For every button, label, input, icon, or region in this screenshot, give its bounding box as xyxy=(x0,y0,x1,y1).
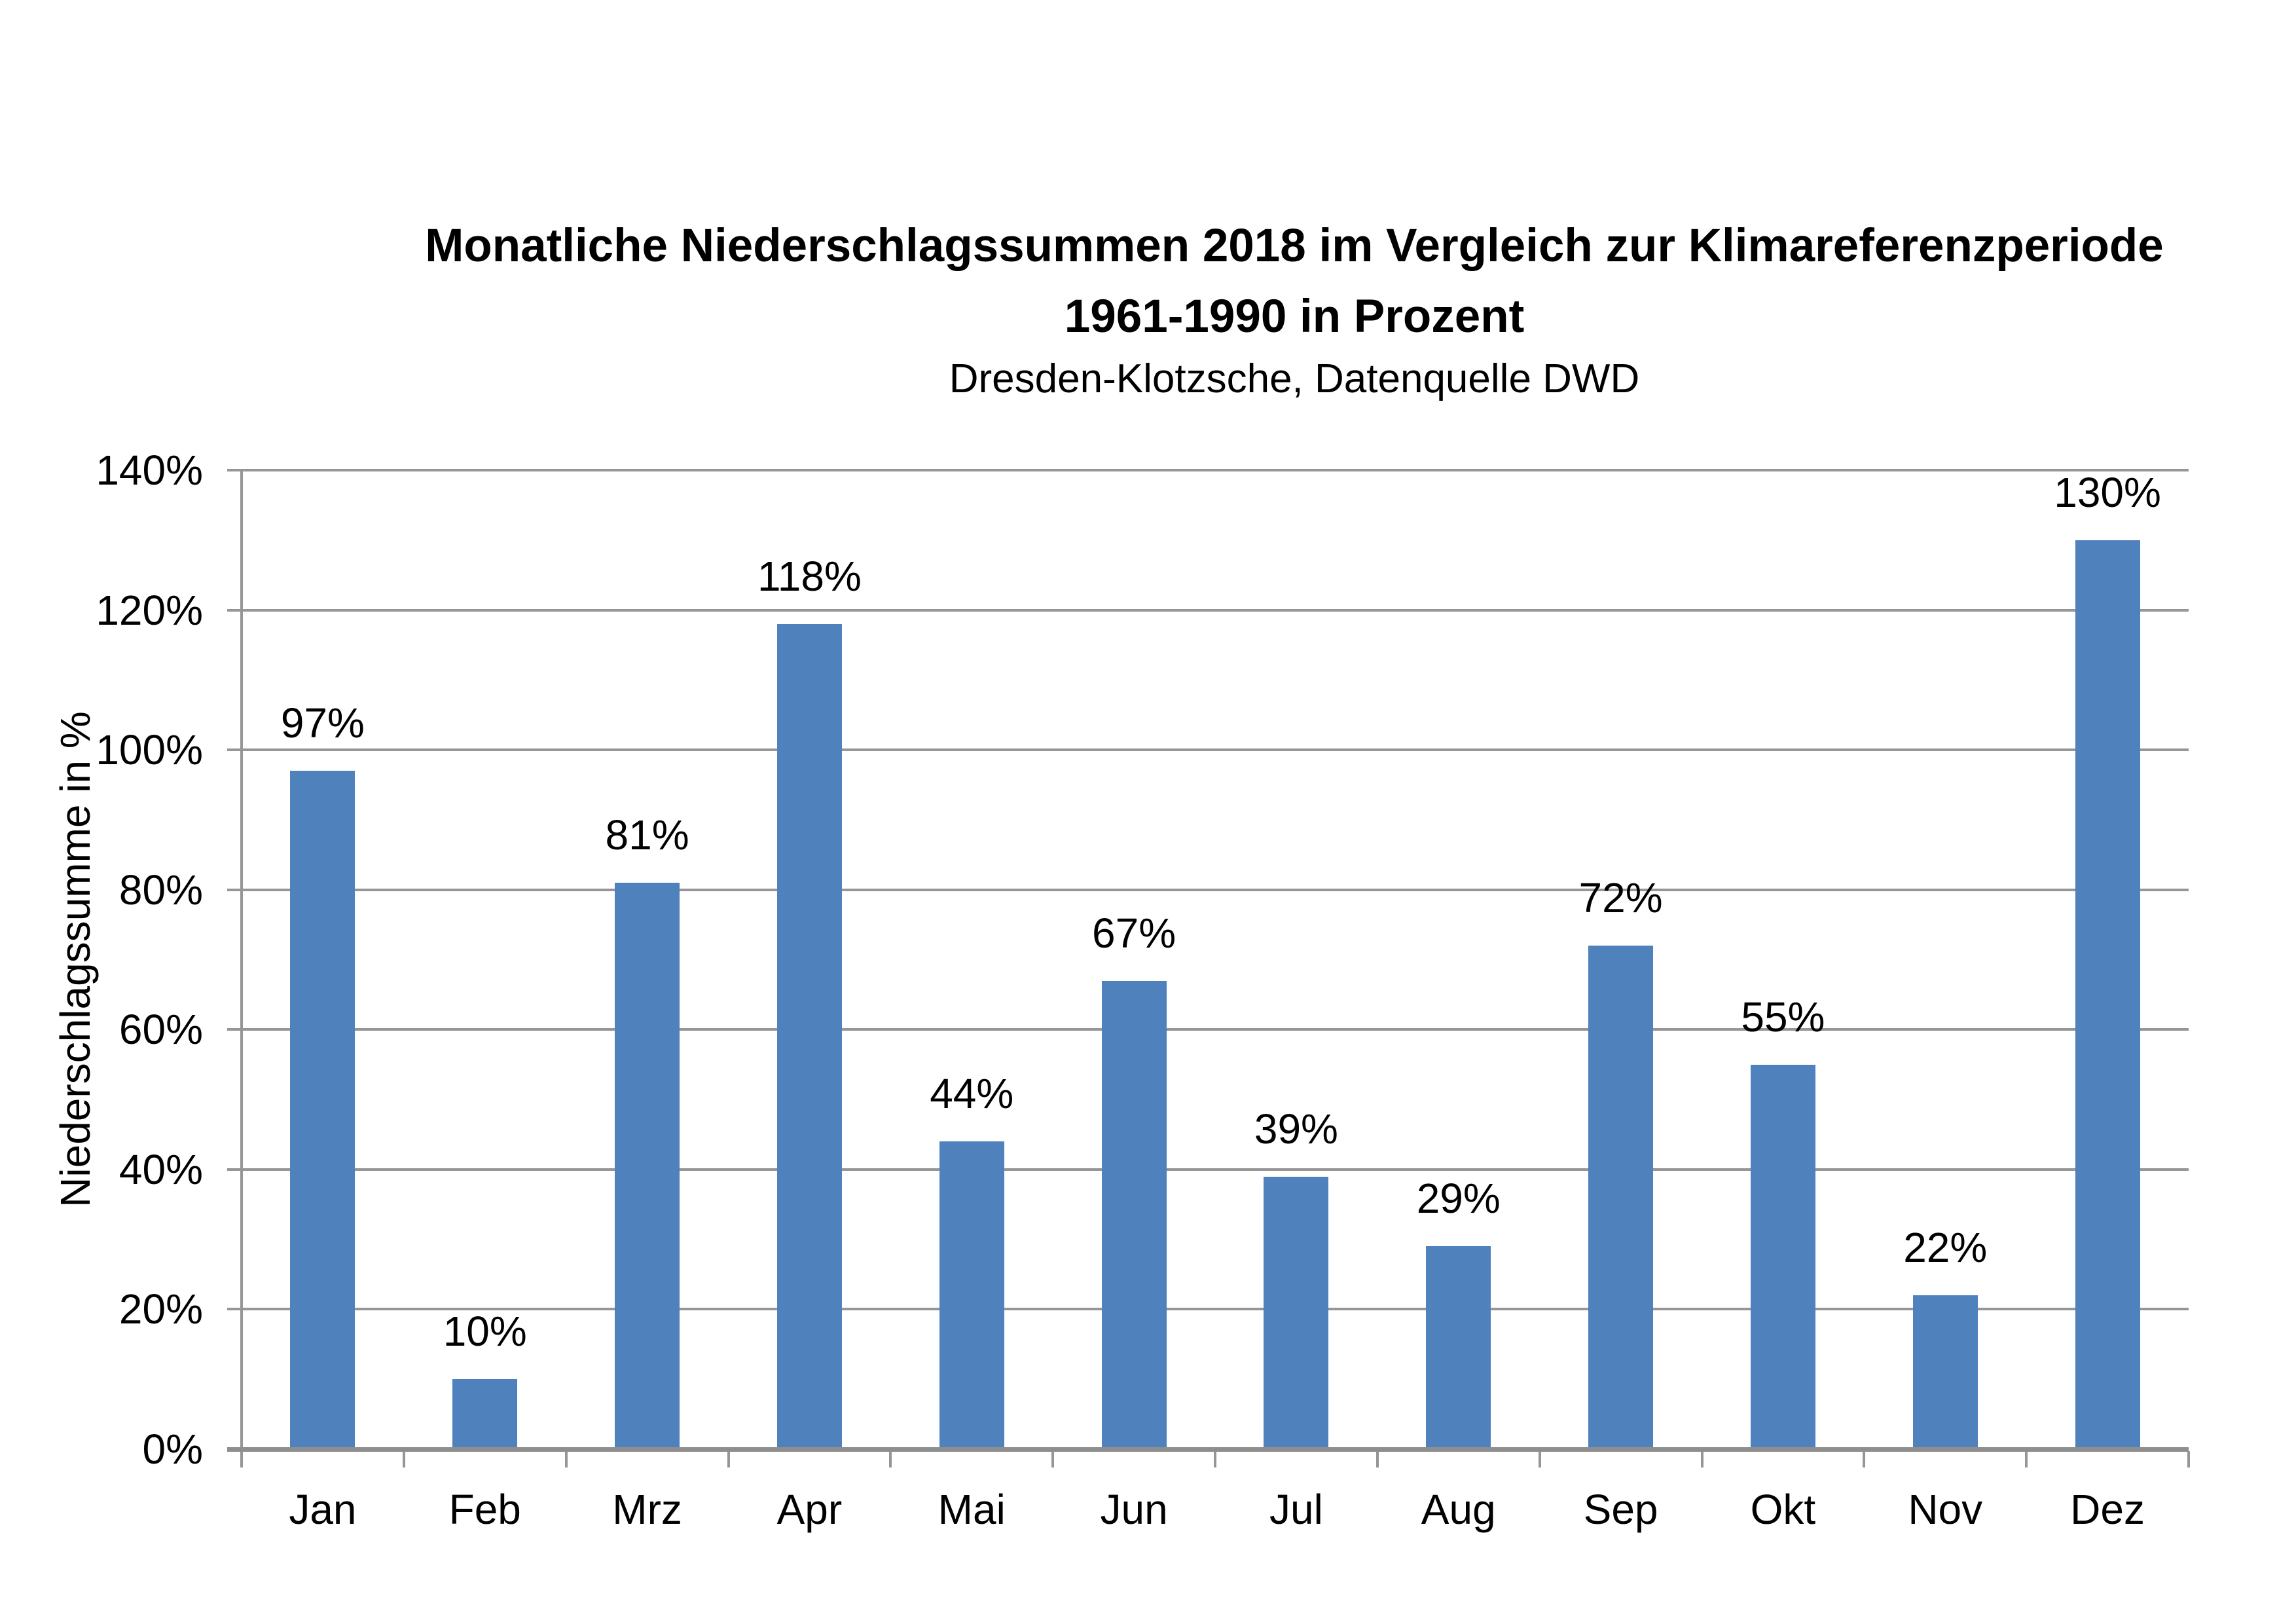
bar-jul xyxy=(1264,1177,1329,1449)
bar-aug xyxy=(1426,1246,1491,1449)
y-axis-tick xyxy=(227,888,242,891)
bar-value-label: 29% xyxy=(1416,1175,1501,1222)
x-axis-tick xyxy=(1538,1451,1541,1467)
bar-mrz xyxy=(615,883,680,1449)
x-axis-tick xyxy=(1051,1451,1055,1467)
x-axis-line xyxy=(227,1447,2189,1452)
bar-value-label: 130% xyxy=(2054,469,2161,516)
y-axis-title: Niederschlagssumme in % xyxy=(52,711,99,1208)
bar-feb xyxy=(452,1379,518,1449)
x-tick-label: Jul xyxy=(1269,1486,1323,1533)
y-axis-line xyxy=(240,470,243,1449)
gridline xyxy=(242,888,2189,891)
bar-value-label: 72% xyxy=(1578,874,1663,921)
x-tick-label: Nov xyxy=(1908,1486,1983,1533)
bar-value-label: 118% xyxy=(757,553,862,600)
y-tick-label: 20% xyxy=(118,1285,203,1333)
y-tick-label: 120% xyxy=(96,586,203,634)
gridline xyxy=(242,1028,2189,1031)
x-tick-label: Aug xyxy=(1421,1486,1496,1533)
x-tick-label: Jan xyxy=(289,1486,357,1533)
x-tick-label: Sep xyxy=(1583,1486,1658,1533)
y-axis-tick xyxy=(227,1028,242,1031)
y-tick-label: 60% xyxy=(118,1006,203,1054)
x-axis-tick xyxy=(1214,1451,1216,1467)
bar-value-label: 55% xyxy=(1741,993,1825,1041)
y-tick-label: 80% xyxy=(118,866,203,913)
x-tick-label: Mrz xyxy=(612,1486,682,1533)
y-tick-label: 0% xyxy=(142,1426,204,1473)
y-tick-label: 40% xyxy=(118,1145,203,1193)
x-tick-label: Apr xyxy=(776,1486,843,1533)
gridline xyxy=(242,748,2189,752)
x-axis-tick xyxy=(2025,1451,2028,1467)
gridline xyxy=(242,608,2189,612)
x-tick-label: Mai xyxy=(938,1486,1006,1533)
gridline xyxy=(242,1168,2189,1171)
bar-value-label: 10% xyxy=(443,1308,527,1355)
x-axis-tick xyxy=(564,1451,568,1467)
x-axis-tick xyxy=(240,1451,243,1467)
y-axis-tick xyxy=(227,469,242,471)
bar-value-label: 44% xyxy=(930,1070,1014,1117)
chart-title-line-1: Monatliche Niederschlagssummen 2018 im V… xyxy=(425,220,2164,272)
x-axis-tick xyxy=(889,1451,892,1467)
bar-value-label: 81% xyxy=(605,811,689,858)
bar-apr xyxy=(776,624,842,1449)
x-axis-tick xyxy=(1863,1451,1866,1467)
gridline xyxy=(242,469,2189,471)
bar-jan xyxy=(290,771,355,1449)
y-axis-tick xyxy=(227,608,242,612)
x-tick-label: Okt xyxy=(1750,1486,1816,1533)
chart-subtitle: Dresden-Klotzsche, Datenquelle DWD xyxy=(949,356,1640,401)
bar-dez xyxy=(2075,540,2140,1449)
chart-title-line-2: 1961-1990 in Prozent xyxy=(1064,291,1525,342)
y-tick-label: 100% xyxy=(96,726,203,774)
bar-value-label: 22% xyxy=(1903,1224,1988,1271)
x-axis-tick xyxy=(402,1451,405,1467)
x-tick-label: Jun xyxy=(1100,1486,1168,1533)
bar-nov xyxy=(1912,1295,1978,1449)
y-tick-label: 140% xyxy=(96,447,203,494)
bar-jun xyxy=(1101,981,1167,1449)
bar-sep xyxy=(1588,946,1654,1449)
gridline xyxy=(242,1308,2189,1311)
bar-value-label: 39% xyxy=(1254,1105,1338,1153)
x-axis-tick xyxy=(1376,1451,1379,1467)
y-axis-tick xyxy=(227,1168,242,1171)
x-axis-tick xyxy=(727,1451,730,1467)
x-axis-tick xyxy=(2187,1451,2190,1467)
y-axis-tick xyxy=(227,1308,242,1311)
bar-value-label: 67% xyxy=(1092,910,1176,957)
x-axis-tick xyxy=(1700,1451,1704,1467)
bar-value-label: 97% xyxy=(280,699,365,747)
bar-mai xyxy=(939,1141,1004,1449)
x-tick-label: Dez xyxy=(2070,1486,2145,1533)
x-tick-label: Feb xyxy=(448,1486,521,1533)
y-axis-tick xyxy=(227,748,242,752)
bar-okt xyxy=(1750,1065,1815,1449)
